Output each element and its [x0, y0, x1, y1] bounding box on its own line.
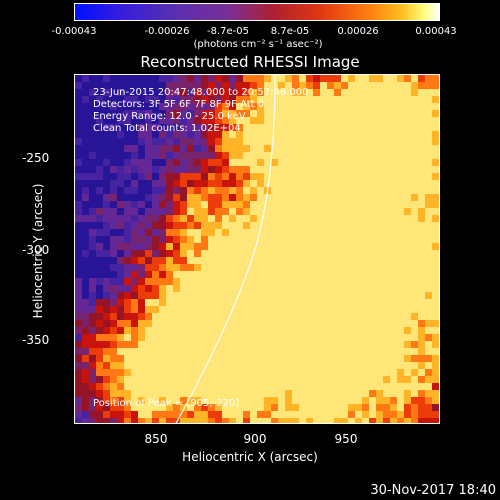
x-tick-label: 950	[334, 432, 358, 446]
y-tick-label: -250	[22, 151, 50, 165]
colorbar-tick-label: -8.7e-05	[207, 26, 249, 37]
solar-limb-line	[175, 75, 276, 423]
heatmap-image	[75, 75, 439, 423]
time-range-text: 23-Jun-2015 20:47:48.000 to 20:57:48.000	[93, 87, 309, 98]
colorbar-tick-label: -0.00043	[51, 26, 97, 37]
date-stamp: 30-Nov-2017 18:40	[370, 483, 496, 498]
peak-position-text: Position of Peak = [905,-220]	[93, 398, 240, 409]
colorbar-units: (photons cm⁻² s⁻¹ asec⁻²)	[193, 39, 323, 50]
clean-total-counts-text: Clean Total counts: 1.02E+04	[93, 123, 241, 134]
colorbar-tick-label: -0.00026	[144, 26, 190, 37]
colorbar	[74, 3, 440, 21]
energy-range-text: Energy Range: 12.0 - 25.0 keV	[93, 111, 246, 122]
x-tick-label: 900	[243, 432, 267, 446]
y-axis-label: Heliocentric Y (arcsec)	[31, 183, 45, 319]
x-tick-label: 850	[144, 432, 168, 446]
colorbar-tick-label: 0.00026	[337, 26, 379, 37]
x-axis-label: Heliocentric X (arcsec)	[182, 450, 318, 464]
image-title: Reconstructed RHESSI Image	[140, 53, 360, 71]
rhessi-image: 23-Jun-2015 20:47:48.000 to 20:57:48.000…	[74, 74, 440, 424]
colorbar-tick-label: 8.7e-05	[270, 26, 310, 37]
y-tick-label: -350	[22, 333, 50, 347]
y-tick-label: -300	[22, 243, 50, 257]
detectors-text: Detectors: 3F 5F 6F 7F 8F 9F Att 0	[93, 99, 265, 110]
colorbar-tick-label: 0.00043	[415, 26, 457, 37]
